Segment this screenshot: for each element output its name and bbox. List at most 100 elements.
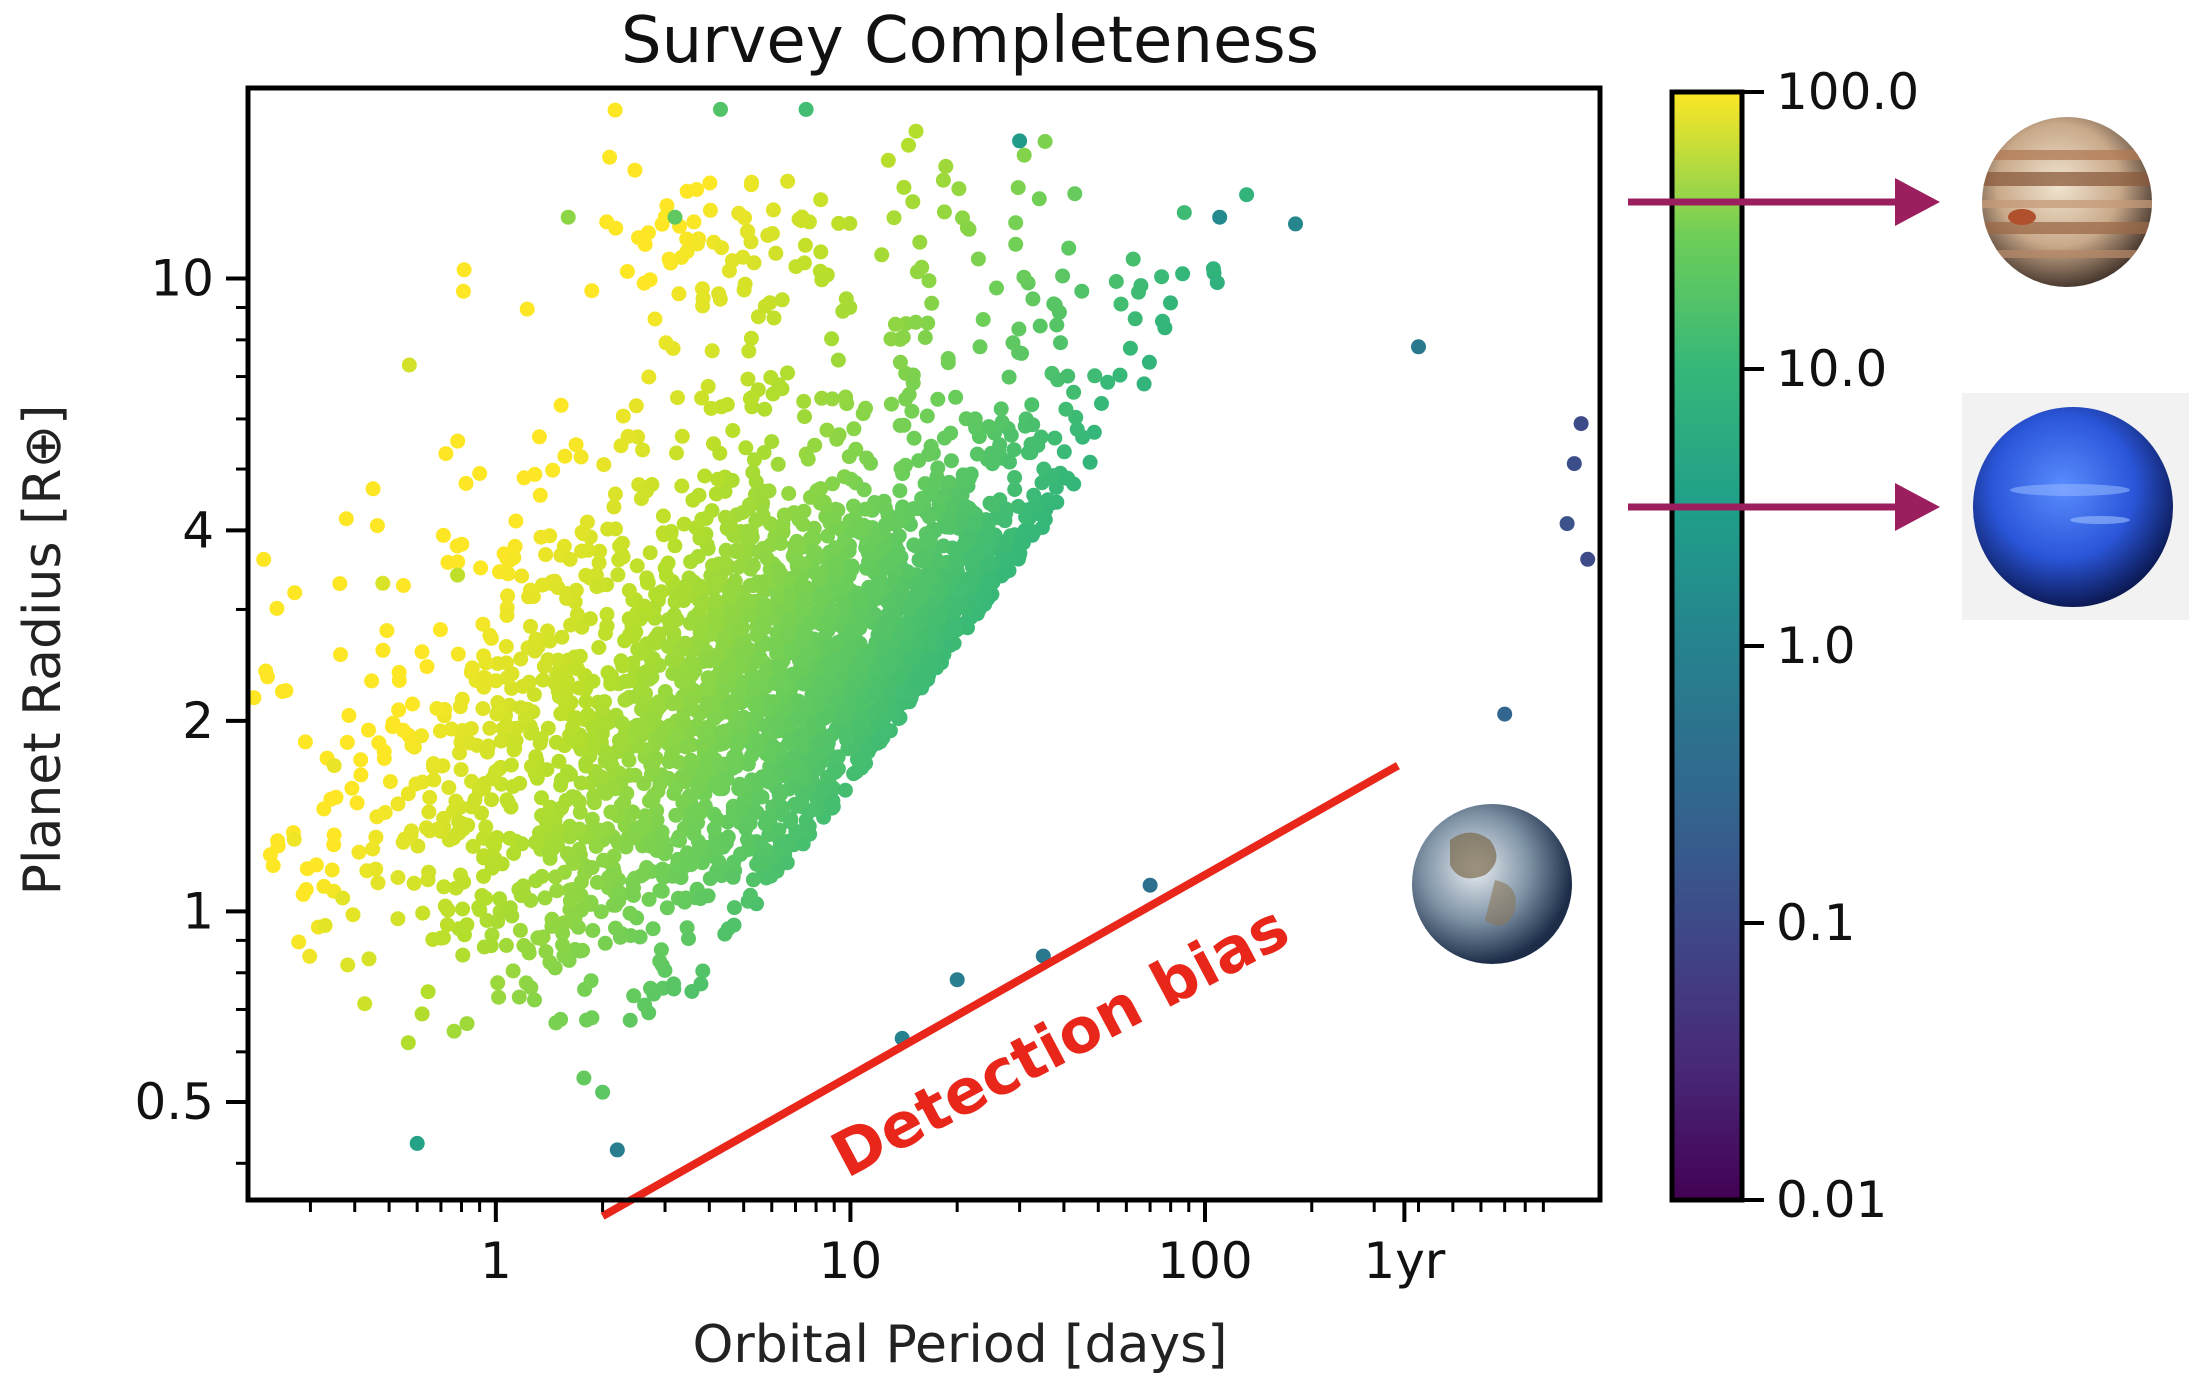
data-point [942, 637, 958, 653]
data-point [906, 537, 922, 553]
data-point [877, 539, 892, 555]
data-point [333, 647, 348, 663]
data-point [353, 752, 369, 768]
data-point [741, 526, 757, 542]
data-point [681, 931, 696, 947]
data-point [851, 719, 867, 735]
data-point [478, 819, 494, 835]
data-point [1094, 396, 1109, 411]
data-point [868, 688, 883, 703]
data-point [631, 230, 646, 246]
data-point [993, 401, 1009, 417]
data-point [440, 902, 456, 918]
data-point [921, 509, 937, 525]
data-point [1141, 354, 1157, 370]
data-point [530, 930, 546, 946]
data-point [626, 988, 642, 1004]
data-point [414, 644, 430, 660]
data-point [1131, 284, 1146, 300]
data-point [579, 1012, 594, 1028]
data-point [415, 905, 431, 921]
data-point [760, 227, 776, 243]
data-point [452, 745, 467, 761]
data-point [761, 774, 777, 790]
data-point [612, 929, 628, 945]
data-point [480, 738, 496, 754]
data-point [905, 194, 921, 210]
data-point [1053, 335, 1068, 351]
data-point [746, 452, 762, 468]
data-point [750, 733, 766, 749]
data-point [967, 516, 983, 532]
data-point [637, 695, 652, 711]
data-point [421, 864, 437, 880]
data-point [450, 433, 466, 449]
x-axis-label: Orbital Period [days] [693, 1315, 1228, 1373]
data-point [661, 251, 677, 267]
data-point [1047, 297, 1063, 313]
data-point [766, 310, 782, 326]
data-point [573, 902, 589, 918]
data-point [664, 652, 680, 668]
arrowhead-neptune-icon [1895, 483, 1940, 531]
data-point [659, 900, 675, 916]
data-point [773, 536, 789, 551]
data-point [562, 893, 578, 909]
data-point [710, 839, 726, 855]
data-point [456, 874, 472, 890]
data-point [614, 715, 630, 731]
data-point [450, 567, 466, 583]
data-point [370, 875, 386, 891]
data-point [686, 214, 702, 230]
chart-title: Survey Completeness [621, 4, 1319, 78]
x-axis-ticks: 1 10 100 1yr [308, 1200, 1545, 1290]
data-point [857, 501, 873, 517]
data-point [924, 569, 940, 584]
data-point [701, 653, 717, 669]
data-point [919, 408, 935, 424]
data-point [533, 731, 549, 747]
data-point [523, 980, 539, 996]
data-point [888, 647, 903, 663]
data-point [390, 796, 406, 812]
data-point [421, 804, 437, 820]
data-point [1001, 552, 1017, 568]
data-point [706, 821, 722, 837]
data-point [439, 917, 455, 933]
data-point [600, 665, 616, 681]
data-point [900, 564, 916, 580]
data-point [744, 390, 760, 405]
data-point [789, 533, 805, 549]
data-point [930, 391, 946, 407]
data-point [414, 728, 429, 744]
data-point [1007, 470, 1023, 485]
data-point [663, 526, 679, 542]
data-point [484, 927, 500, 943]
data-point [498, 717, 514, 733]
data-point [532, 487, 548, 503]
data-point [514, 568, 530, 584]
data-point [506, 846, 522, 861]
data-point [911, 453, 927, 469]
data-point [780, 613, 796, 629]
data-point [1026, 487, 1042, 503]
data-point [645, 921, 661, 937]
data-point [502, 900, 518, 916]
data-point [365, 481, 381, 497]
data-point [780, 173, 796, 189]
data-point [941, 474, 957, 490]
data-point [829, 431, 845, 447]
colorbar-tick-label: 1.0 [1776, 617, 1856, 675]
data-point [570, 661, 586, 677]
data-point [496, 564, 512, 580]
data-point [438, 446, 454, 462]
data-point [598, 783, 614, 799]
data-point [966, 593, 982, 609]
data-point [842, 216, 858, 231]
data-point [772, 564, 788, 580]
data-point [679, 244, 695, 260]
data-point [652, 883, 668, 899]
data-point [770, 456, 786, 472]
data-point [345, 907, 361, 923]
data-point [707, 570, 723, 586]
